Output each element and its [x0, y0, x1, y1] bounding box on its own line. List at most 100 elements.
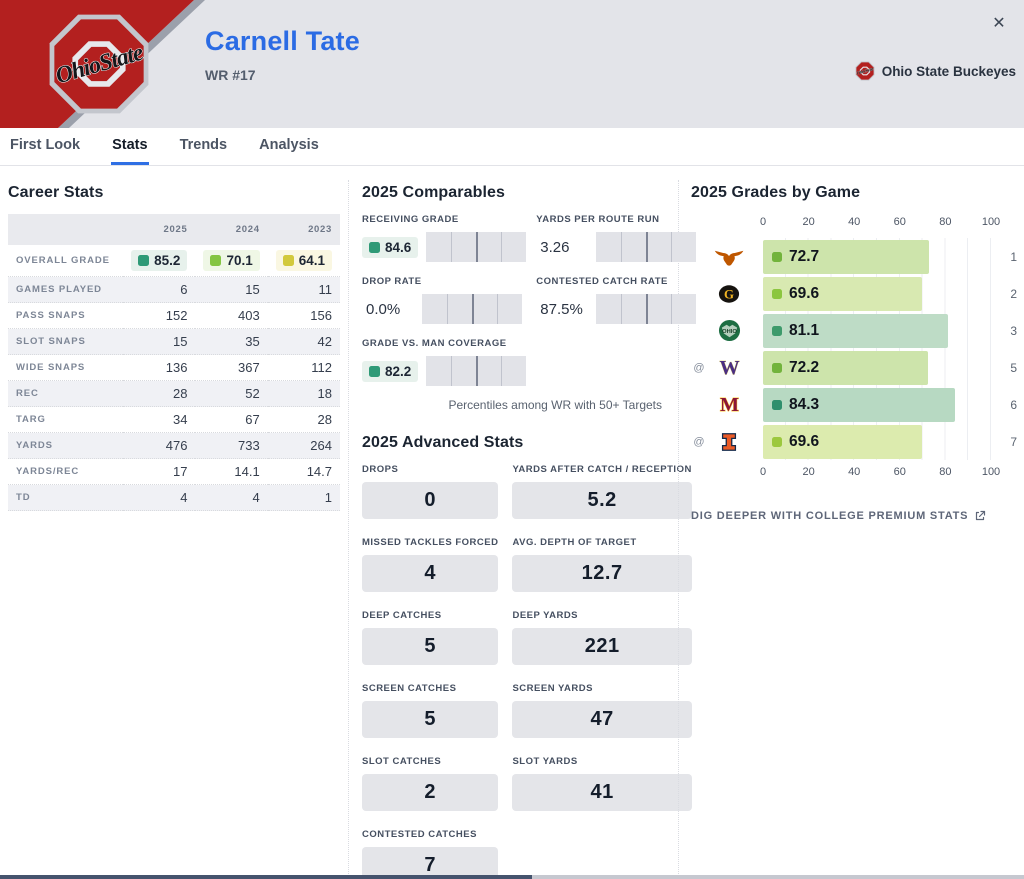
percentile-divider [476, 232, 479, 262]
grade-square-icon [210, 255, 222, 266]
percentile-divider [451, 232, 453, 262]
premium-stats-link-label: DIG DEEPER WITH COLLEGE PREMIUM STATS [691, 510, 969, 522]
advanced-stat-label: SCREEN YARDS [512, 683, 593, 694]
career-row-value: 156 [267, 302, 340, 329]
grade-bar-value: 84.3 [789, 395, 820, 413]
tab-stats[interactable]: Stats [111, 128, 149, 165]
svg-text:OhioState: OhioState [856, 66, 874, 76]
close-icon[interactable]: ✕ [986, 10, 1012, 36]
axis-tick-label: 80 [939, 466, 952, 478]
horizontal-scrollbar-track[interactable] [0, 875, 1024, 879]
chart-row: @ W 72.2 5 [691, 349, 1019, 386]
chart-row: G 69.6 2 [691, 275, 1019, 312]
grade-badge: 70.1 [203, 250, 260, 271]
advanced-stat-label: SCREEN CATCHES [362, 683, 457, 694]
grade-bar-area: 84.3 [763, 386, 991, 423]
percentile-divider [472, 294, 474, 324]
comparable-metric-label: RECEIVING GRADE [362, 214, 459, 225]
svg-text:G: G [724, 287, 734, 301]
grade-bar-value: 72.7 [789, 247, 820, 265]
comparable-metric-row: 3.26 [536, 232, 697, 262]
career-header-year: 2024 [195, 214, 268, 245]
premium-stats-link[interactable]: DIG DEEPER WITH COLLEGE PREMIUM STATS [691, 510, 986, 522]
axis-tick-label: 20 [802, 216, 815, 228]
advanced-stat-value: 5.2 [512, 482, 692, 519]
career-row-value: 52 [195, 380, 268, 407]
table-row: TARG 34 67 28 [8, 406, 340, 433]
comparable-metric-row: 87.5% [536, 294, 697, 324]
comparable-metric-label: YARDS PER ROUTE RUN [536, 214, 660, 225]
career-row-value: 42 [267, 328, 340, 355]
advanced-stat-value: 41 [512, 774, 692, 811]
grade-value: 70.1 [226, 253, 253, 268]
percentile-divider [476, 356, 479, 386]
team-name: Ohio State Buckeyes [881, 63, 1016, 79]
ohio-state-mini-logo-icon: OhioState [854, 60, 876, 82]
grade-bar-value: 81.1 [789, 321, 820, 339]
advanced-stat: YARDS AFTER CATCH / RECEPTION 5.2 [512, 464, 692, 519]
career-header-empty [8, 214, 124, 245]
axis-tick-label: 100 [981, 466, 1001, 478]
grade-dot-icon [772, 436, 782, 447]
away-game-marker: @ [693, 435, 705, 448]
advanced-stat-value: 2 [362, 774, 499, 811]
career-row-label: YARDS/REC [8, 458, 124, 485]
tab-analysis[interactable]: Analysis [258, 128, 320, 165]
percentile-divider [451, 356, 453, 386]
comparable-metric-value: 87.5% [540, 300, 583, 318]
game-number: 1 [1010, 249, 1017, 264]
grade-bar: 84.3 [763, 387, 956, 422]
game-number: 2 [1010, 286, 1017, 301]
career-row-value: 136 [123, 354, 196, 381]
grade-value: 82.2 [385, 363, 412, 379]
comparable-metric-label: GRADE VS. MAN COVERAGE [362, 338, 507, 349]
grade-bar-area: 81.1 [763, 312, 991, 349]
grade-bar-value: 69.6 [789, 432, 820, 450]
advanced-stat-value: 0 [362, 482, 499, 519]
career-row-value: 4 [195, 484, 268, 511]
career-stats-title: Career Stats [8, 184, 104, 201]
comparables-note: Percentiles among WR with 50+ Targets [448, 398, 662, 412]
team-link[interactable]: OhioState Ohio State Buckeyes [854, 60, 1016, 82]
career-row-value: 367 [195, 354, 268, 381]
career-row-label: REC [8, 380, 124, 407]
career-row-value: 6 [123, 276, 196, 303]
grade-dot-icon [772, 251, 782, 262]
career-row-value: 15 [195, 276, 268, 303]
career-row-value: 17 [123, 458, 196, 485]
career-row-value: 64.1 [267, 245, 340, 277]
table-row: WIDE SNAPS 136 367 112 [8, 354, 340, 381]
career-row-value: 264 [267, 432, 340, 459]
advanced-stat: AVG. DEPTH OF TARGET 12.7 [512, 537, 692, 592]
percentile-bar [422, 294, 522, 324]
percentile-bar [426, 232, 527, 262]
percentile-bar [596, 232, 697, 262]
axis-tick-label: 60 [893, 466, 906, 478]
career-row-value: 35 [195, 328, 268, 355]
table-row: PASS SNAPS 152 403 156 [8, 302, 340, 329]
advanced-stat: SCREEN CATCHES 5 [362, 683, 499, 738]
grade-bar: 69.6 [763, 276, 922, 311]
game-number: 7 [1010, 434, 1017, 449]
career-row-value: 15 [123, 328, 196, 355]
comparables-title: 2025 Comparables [362, 184, 506, 201]
comparable-metric: GRADE VS. MAN COVERAGE 82.2 [362, 338, 527, 386]
career-row-value: 1 [267, 484, 340, 511]
chart-rows: 72.7 1 G 69.6 2 OHIO 81.1 3 @ W 72.2 5 M 84.3 6 @69.6 7 [691, 238, 1019, 460]
percentile-divider [497, 294, 498, 324]
tab-first-look[interactable]: First Look [9, 128, 81, 165]
player-identity: Carnell Tate WR #17 [205, 26, 360, 83]
horizontal-scrollbar-thumb[interactable] [0, 875, 533, 879]
grade-dot-icon [772, 325, 782, 336]
comparable-metric-row: 82.2 [362, 356, 527, 386]
player-header: OhioState Carnell Tate WR #17 ✕ OhioStat… [0, 0, 1024, 128]
grade-bar: 69.6 [763, 424, 922, 459]
advanced-stat: CONTESTED CATCHES 7 [362, 829, 499, 879]
comparable-metric: YARDS PER ROUTE RUN 3.26 [536, 214, 697, 262]
axis-tick-label: 100 [981, 216, 1001, 228]
career-row-label: TARG [8, 406, 124, 433]
comparable-metric-value: 82.2 [362, 360, 419, 382]
career-row-label: SLOT SNAPS [8, 328, 124, 355]
percentile-divider [646, 294, 649, 324]
tab-trends[interactable]: Trends [179, 128, 229, 165]
